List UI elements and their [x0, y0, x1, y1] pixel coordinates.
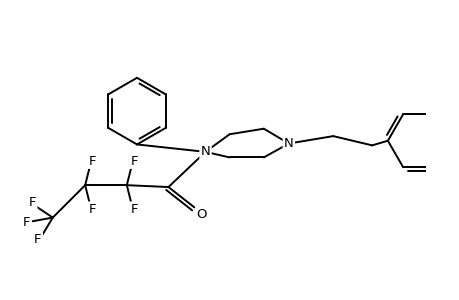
Text: F: F: [34, 233, 42, 246]
Text: F: F: [89, 154, 96, 168]
Text: N: N: [200, 146, 210, 158]
Text: N: N: [283, 137, 293, 150]
Text: F: F: [130, 203, 138, 216]
Text: F: F: [130, 154, 138, 168]
Text: O: O: [196, 208, 207, 221]
Text: F: F: [23, 216, 31, 229]
Text: F: F: [89, 203, 96, 216]
Text: F: F: [28, 196, 36, 209]
